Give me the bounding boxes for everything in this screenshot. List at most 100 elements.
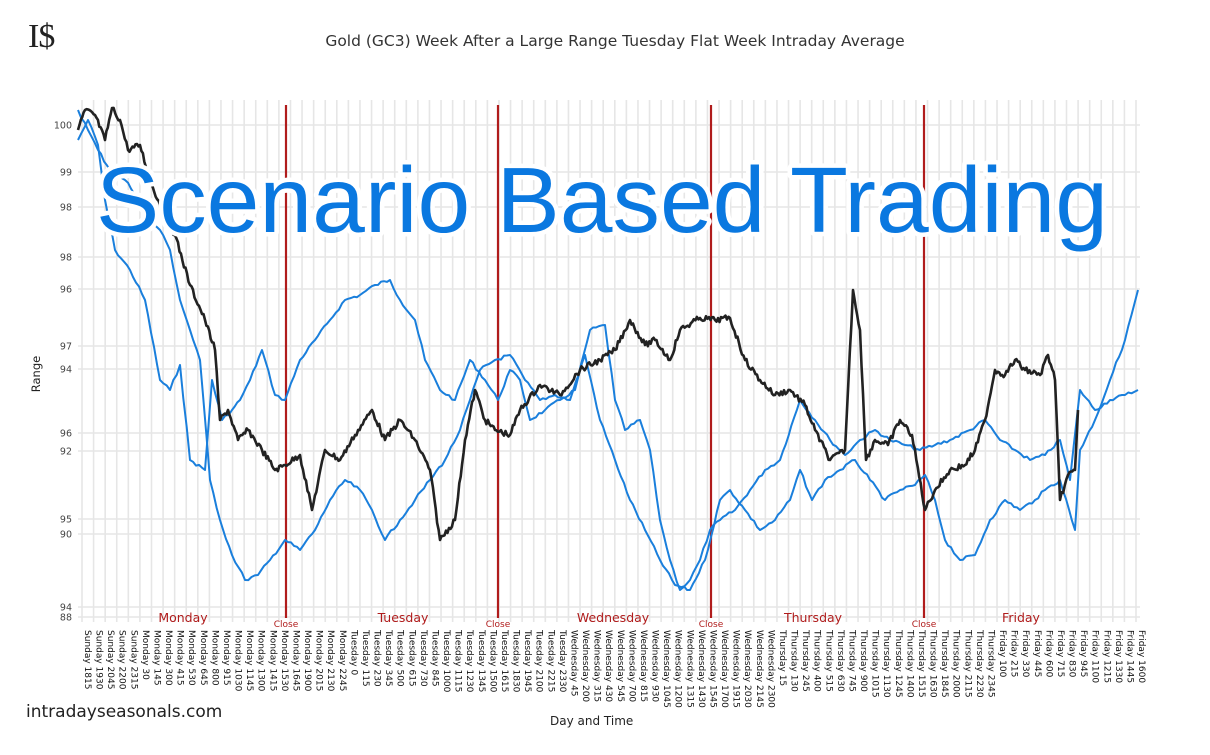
x-tick-label: Friday 330 <box>1020 630 1030 678</box>
x-tick-label: Tuesday 730 <box>418 629 428 687</box>
x-tick-label: Tuesday 1615 <box>499 629 509 692</box>
y-tick-label: 98 <box>60 253 72 264</box>
x-tick-label: Monday 1530 <box>279 630 289 692</box>
series-lines <box>76 106 1139 591</box>
x-tick-label: Wednesday 1915 <box>731 630 741 708</box>
y-tick-label: 95 <box>60 515 72 526</box>
x-tick-label: Friday 1445 <box>1124 630 1134 683</box>
x-tick-label: Tuesday 1115 <box>453 629 463 692</box>
x-tick-label: Friday 830 <box>1067 630 1077 678</box>
overlay-text: Scenario Based Trading <box>96 148 1108 252</box>
x-tick-label: Wednesday 1430 <box>696 630 706 708</box>
x-tick-label: Tuesday 230 <box>372 629 382 687</box>
y-tick-label: 98 <box>60 203 72 214</box>
band-line <box>77 109 1139 591</box>
y-tick-label: 92 <box>60 447 72 458</box>
x-tick-label: Thursday 15 <box>777 629 787 686</box>
x-tick-label: Tuesday 2215 <box>545 629 555 692</box>
overlay-text-outline: Scenario Based Trading <box>96 148 1108 252</box>
x-tick-label: Monday 915 <box>221 630 231 686</box>
x-tick-label: Thursday 130 <box>789 629 799 692</box>
x-tick-label: Monday 645 <box>198 630 208 686</box>
x-tick-label: Tuesday 1830 <box>511 629 521 693</box>
x-tick-label: Wednesday 1045 <box>661 630 671 708</box>
x-tick-label: Tuesday 845 <box>429 629 439 687</box>
x-tick-label: Thursday 2000 <box>951 629 961 698</box>
close-label: Close <box>486 620 511 630</box>
site-logo: I$ <box>28 18 55 55</box>
x-tick-label: Sunday 1930 <box>94 630 104 690</box>
x-tick-label: Wednesday 200 <box>580 630 590 702</box>
x-tick-label: Friday 1600 <box>1136 630 1146 683</box>
x-tick-label: Tuesday 345 <box>383 629 393 687</box>
x-tick-label: Thursday 1630 <box>928 629 938 698</box>
x-tick-label: Tuesday 1345 <box>476 629 486 692</box>
y-tick-label: 97 <box>60 342 72 353</box>
y-tick-label: 88 <box>60 613 72 624</box>
x-tick-label: Wednesday 1700 <box>719 630 729 708</box>
close-label: Close <box>274 620 299 630</box>
day-label: Wednesday <box>577 610 650 625</box>
x-tick-label: Thursday 400 <box>812 629 822 692</box>
x-tick-label: Thursday 1845 <box>939 629 949 698</box>
x-tick-label: Thursday 1515 <box>916 629 926 698</box>
x-tick-label: Tuesday 1000 <box>441 629 451 693</box>
x-tick-label: Thursday 1245 <box>893 629 903 698</box>
x-tick-label: Tuesday 2330 <box>557 629 567 693</box>
x-tick-label: Monday 1645 <box>290 630 300 691</box>
x-tick-label: Thursday 900 <box>858 629 868 692</box>
day-label: Tuesday <box>377 610 429 625</box>
x-tick-label: Wednesday 930 <box>650 630 660 702</box>
x-tick-label: Tuesday 1945 <box>522 629 532 692</box>
x-tick-label: Monday 530 <box>186 630 196 686</box>
x-tick-label: Thursday 515 <box>823 629 833 692</box>
day-label: Thursday <box>783 610 843 625</box>
x-tick-label: Thursday 745 <box>846 629 856 692</box>
x-tick-label: Friday 100 <box>997 630 1007 678</box>
day-labels: Monday Tuesday Wednesday Thursday Friday <box>158 610 1040 625</box>
x-tick-label: Wednesday 430 <box>603 630 613 702</box>
x-tick-label: Monday 415 <box>175 630 185 686</box>
x-tick-label: Wednesday 815 <box>638 630 648 702</box>
site-watermark: intradayseasonals.com <box>26 702 223 722</box>
y-tick-label: 100 <box>54 121 72 132</box>
close-label: Close <box>912 620 937 630</box>
x-tick-label: Tuesday 500 <box>395 629 405 687</box>
x-axis-label: Day and Time <box>550 714 634 728</box>
x-tick-label: Friday 1100 <box>1090 630 1100 683</box>
x-tick-label: Tuesday 2100 <box>534 629 544 693</box>
y-tick-label: 99 <box>60 168 72 179</box>
x-tick-label: Thursday 2115 <box>962 629 972 698</box>
x-tick-label: Sunday 2045 <box>105 630 115 689</box>
close-label: Close <box>699 620 724 630</box>
x-tick-label: Monday 2130 <box>325 630 335 692</box>
average-line <box>76 106 1080 542</box>
x-tick-label: Wednesday 545 <box>615 630 625 702</box>
x-tick-label: Wednesday 45 <box>568 630 578 696</box>
x-tick-label: Monday 2015 <box>314 630 324 691</box>
x-tick-label: Wednesday 1315 <box>684 630 694 708</box>
y-tick-label: 94 <box>60 365 72 376</box>
x-tick-label: Sunday 2200 <box>117 630 127 690</box>
close-markers: Close Close Close Close <box>274 105 937 630</box>
x-tick-label: Monday 800 <box>209 630 219 686</box>
x-tick-label: Monday 2245 <box>337 630 347 691</box>
x-tick-label: Tuesday 1230 <box>464 629 474 693</box>
day-label: Friday <box>1002 610 1040 625</box>
x-tick-label: Tuesday 0 <box>348 629 358 675</box>
grid-lines <box>78 100 1140 622</box>
x-tick-label: Monday 1300 <box>256 630 266 692</box>
x-tick-label: Friday 600 <box>1043 630 1053 678</box>
x-tick-label: Monday 1030 <box>233 630 243 692</box>
x-tick-label: Sunday 1815 <box>82 630 92 689</box>
x-tick-label: Tuesday 115 <box>360 629 370 687</box>
x-tick-label: Thursday 2345 <box>985 629 995 698</box>
x-tick-label: Wednesday 2300 <box>765 630 775 708</box>
y-tick-label: 90 <box>60 530 72 541</box>
x-tick-label: Monday 1415 <box>267 630 277 691</box>
band-line <box>77 119 1139 591</box>
x-axis-ticks: Sunday 1815 Sunday 1930 Sunday 2045 Sunday … <box>82 629 1146 708</box>
x-tick-label: Tuesday 615 <box>406 629 416 687</box>
